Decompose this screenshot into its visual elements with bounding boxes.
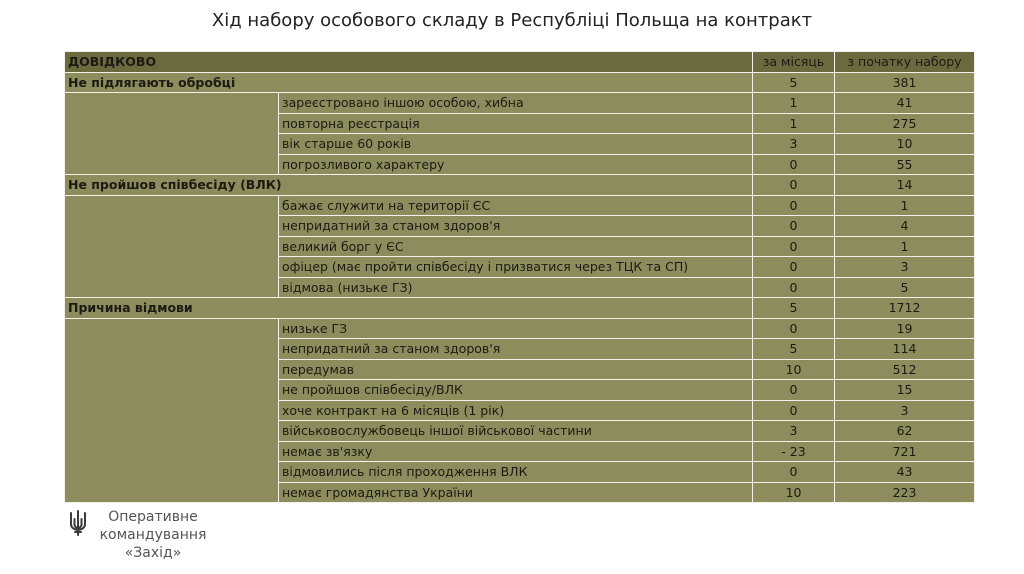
- row-month: 0: [752, 153, 836, 175]
- section-total: 14: [834, 174, 976, 196]
- row-month: 0: [752, 399, 836, 421]
- row-month: 5: [752, 338, 836, 360]
- row-total: 1: [834, 235, 976, 257]
- row-month: 0: [752, 276, 836, 298]
- row-month: 0: [752, 379, 836, 401]
- org-line-1: Оперативне: [108, 509, 198, 525]
- row-label: бажає служити на території ЄС: [277, 194, 754, 216]
- row-total: 114: [834, 338, 976, 360]
- page-title: Хід набору особового складу в Республіці…: [211, 10, 813, 31]
- header-total: з початку набору: [834, 51, 976, 73]
- table-row: великий борг у ЄС 0 1: [65, 235, 976, 257]
- row-total: 3: [834, 399, 976, 421]
- row-total: 721: [834, 440, 976, 462]
- row-month: 10: [752, 481, 836, 503]
- row-month: - 23: [752, 440, 836, 462]
- row-month: 0: [752, 235, 836, 257]
- table-row: низьке ГЗ 0 19: [64, 317, 976, 503]
- report-table: ДОВІДКОВО за місяць з початку набору Не …: [63, 51, 976, 503]
- trident-icon: [70, 510, 86, 536]
- section-row: Не підлягають обробці 5 381: [63, 71, 976, 93]
- header-month: за місяць: [752, 51, 836, 73]
- row-total: 3: [834, 256, 976, 278]
- table-row: немає громадянства України 10 223: [65, 481, 976, 503]
- table-row: зареєстровано іншою особою, хибна 1 41: [64, 92, 976, 175]
- row-total: 223: [834, 481, 976, 503]
- row-label: немає зв'язку: [277, 440, 754, 462]
- row-label: відмова (низьке ГЗ): [277, 276, 754, 298]
- row-month: 0: [752, 194, 836, 216]
- row-month: 1: [752, 92, 836, 114]
- row-month: 0: [752, 256, 836, 278]
- section-spacer-cell: [64, 92, 279, 175]
- table-row: вік старше 60 років 3 10: [65, 133, 976, 155]
- row-label: повторна реєстрація: [277, 112, 754, 134]
- row-label: низьке ГЗ: [277, 317, 754, 339]
- row-total: 10: [834, 133, 976, 155]
- table-row: відмовились після проходження ВЛК 0 43: [65, 461, 976, 483]
- row-month: 3: [752, 420, 836, 442]
- org-name: Оперативне командування «Захід»: [98, 508, 208, 562]
- row-month: 0: [752, 317, 836, 339]
- table-row: не пройшов співбесіду/ВЛК 0 15: [65, 379, 976, 401]
- table-header-row: ДОВІДКОВО за місяць з початку набору: [63, 51, 976, 73]
- row-label: не пройшов співбесіду/ВЛК: [277, 379, 754, 401]
- row-label: великий борг у ЄС: [277, 235, 754, 257]
- table-row: бажає служити на території ЄС 0 1: [64, 194, 976, 298]
- row-label: військовослужбовець іншої військової час…: [277, 420, 754, 442]
- section-month: 5: [752, 71, 836, 93]
- table-row: непридатний за станом здоров'я 5 114: [65, 338, 976, 360]
- row-month: 0: [752, 215, 836, 237]
- row-month: 1: [752, 112, 836, 134]
- section-label: Не підлягають обробці: [63, 71, 754, 93]
- row-label: зареєстровано іншою особою, хибна: [277, 92, 754, 114]
- row-total: 55: [834, 153, 976, 175]
- section-month: 0: [752, 174, 836, 196]
- section-total: 381: [834, 71, 976, 93]
- header-label: ДОВІДКОВО: [63, 51, 754, 73]
- table-row: немає зв'язку - 23 721: [65, 440, 976, 462]
- org-line-3: «Захід»: [124, 545, 182, 561]
- row-total: 275: [834, 112, 976, 134]
- org-line-2: командування: [99, 527, 207, 543]
- table-row: непридатний за станом здоров'я 0 4: [65, 215, 976, 237]
- row-total: 62: [834, 420, 976, 442]
- section-row: Не пройшов співбесіду (ВЛК) 0 14: [63, 174, 976, 196]
- row-total: 15: [834, 379, 976, 401]
- row-label: відмовились після проходження ВЛК: [277, 461, 754, 483]
- section-label: Причина відмови: [63, 297, 754, 319]
- section-total: 1712: [834, 297, 976, 319]
- row-total: 5: [834, 276, 976, 298]
- row-label: непридатний за станом здоров'я: [277, 215, 754, 237]
- row-label: хоче контракт на 6 місяців (1 рік): [277, 399, 754, 421]
- section-row: Причина відмови 5 1712: [63, 297, 976, 319]
- row-total: 512: [834, 358, 976, 380]
- row-label: погрозливого характеру: [277, 153, 754, 175]
- row-month: 0: [752, 461, 836, 483]
- row-label: непридатний за станом здоров'я: [277, 338, 754, 360]
- row-month: 3: [752, 133, 836, 155]
- row-label: передумав: [277, 358, 754, 380]
- table-row: офіцер (має пройти співбесіду і призвати…: [65, 256, 976, 278]
- row-total: 43: [834, 461, 976, 483]
- row-total: 19: [834, 317, 976, 339]
- row-month: 10: [752, 358, 836, 380]
- row-label: офіцер (має пройти співбесіду і призвати…: [277, 256, 754, 278]
- row-total: 1: [834, 194, 976, 216]
- row-label: немає громадянства України: [277, 481, 754, 503]
- section-spacer-cell: [64, 317, 279, 503]
- row-label: вік старше 60 років: [277, 133, 754, 155]
- section-label: Не пройшов співбесіду (ВЛК): [63, 174, 754, 196]
- row-total: 4: [834, 215, 976, 237]
- row-total: 41: [834, 92, 976, 114]
- table-row: військовослужбовець іншої військової час…: [65, 420, 976, 442]
- table-row: хоче контракт на 6 місяців (1 рік) 0 3: [65, 399, 976, 421]
- section-spacer-cell: [64, 194, 279, 298]
- section-month: 5: [752, 297, 836, 319]
